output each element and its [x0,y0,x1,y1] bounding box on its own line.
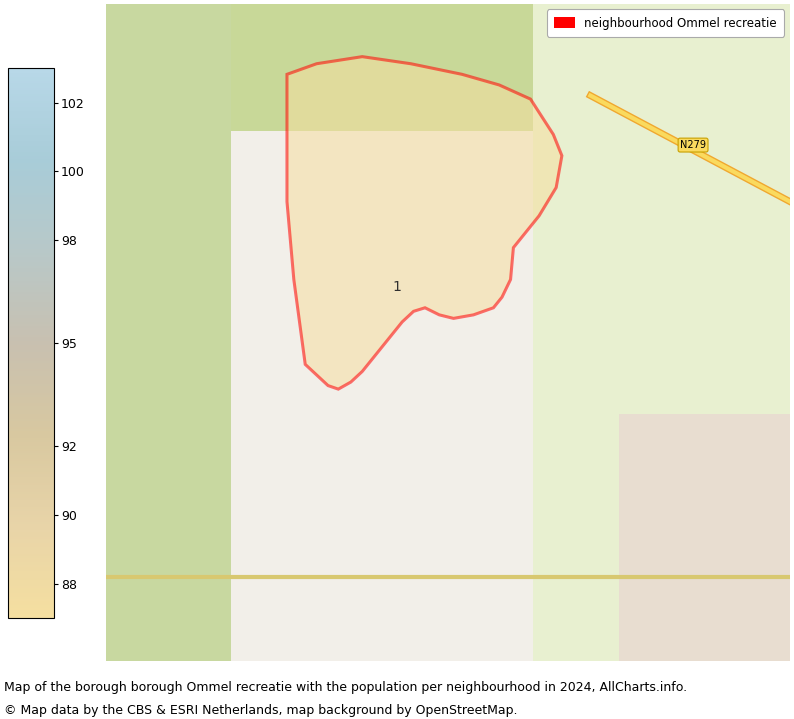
Polygon shape [106,4,231,661]
Legend: neighbourhood Ommel recreatie: neighbourhood Ommel recreatie [546,9,784,37]
Polygon shape [534,4,790,661]
Polygon shape [287,57,562,389]
Polygon shape [619,414,790,661]
Polygon shape [231,4,591,131]
Text: © Map data by the CBS & ESRI Netherlands, map background by OpenStreetMap.: © Map data by the CBS & ESRI Netherlands… [4,704,518,717]
Text: 1: 1 [392,280,401,293]
Text: Map of the borough borough Ommel recreatie with the population per neighbourhood: Map of the borough borough Ommel recreat… [4,682,687,695]
Text: N279: N279 [680,140,706,150]
